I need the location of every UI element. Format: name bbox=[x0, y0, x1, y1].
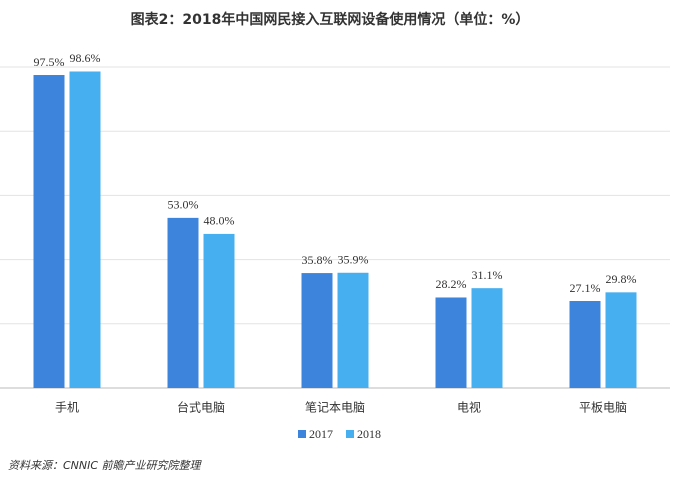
legend-swatch bbox=[346, 430, 354, 438]
x-tick-label: 平板电脑 bbox=[579, 401, 627, 415]
value-label: 27.1% bbox=[570, 281, 601, 295]
bar bbox=[203, 233, 235, 388]
bar bbox=[605, 292, 637, 388]
source-note: 资料来源：CNNIC 前瞻产业研究院整理 bbox=[8, 459, 203, 472]
value-label: 97.5% bbox=[34, 55, 65, 69]
bar bbox=[69, 71, 101, 388]
bar bbox=[33, 75, 65, 389]
bar bbox=[167, 217, 199, 388]
value-label: 48.0% bbox=[204, 214, 235, 228]
legend-swatch bbox=[298, 430, 306, 438]
value-label: 35.8% bbox=[302, 253, 333, 267]
value-label: 29.8% bbox=[606, 272, 637, 286]
bar bbox=[337, 272, 369, 388]
bar bbox=[569, 301, 601, 388]
bar bbox=[435, 297, 467, 388]
x-tick-label: 笔记本电脑 bbox=[305, 400, 365, 415]
bar bbox=[471, 288, 503, 388]
x-tick-label: 电视 bbox=[457, 400, 481, 415]
legend-label: 2018 bbox=[357, 427, 381, 441]
chart-title: 图表2：2018年中国网民接入互联网设备使用情况（单位：%） bbox=[131, 11, 530, 28]
x-tick-label: 台式电脑 bbox=[177, 400, 225, 415]
legend-label: 2017 bbox=[309, 427, 333, 441]
value-label: 31.1% bbox=[472, 268, 503, 282]
value-label: 28.2% bbox=[436, 277, 467, 291]
bar bbox=[301, 273, 333, 388]
value-label: 98.6% bbox=[70, 51, 101, 65]
value-label: 53.0% bbox=[168, 198, 199, 212]
x-tick-label: 手机 bbox=[55, 401, 79, 415]
value-label: 35.9% bbox=[338, 253, 369, 267]
